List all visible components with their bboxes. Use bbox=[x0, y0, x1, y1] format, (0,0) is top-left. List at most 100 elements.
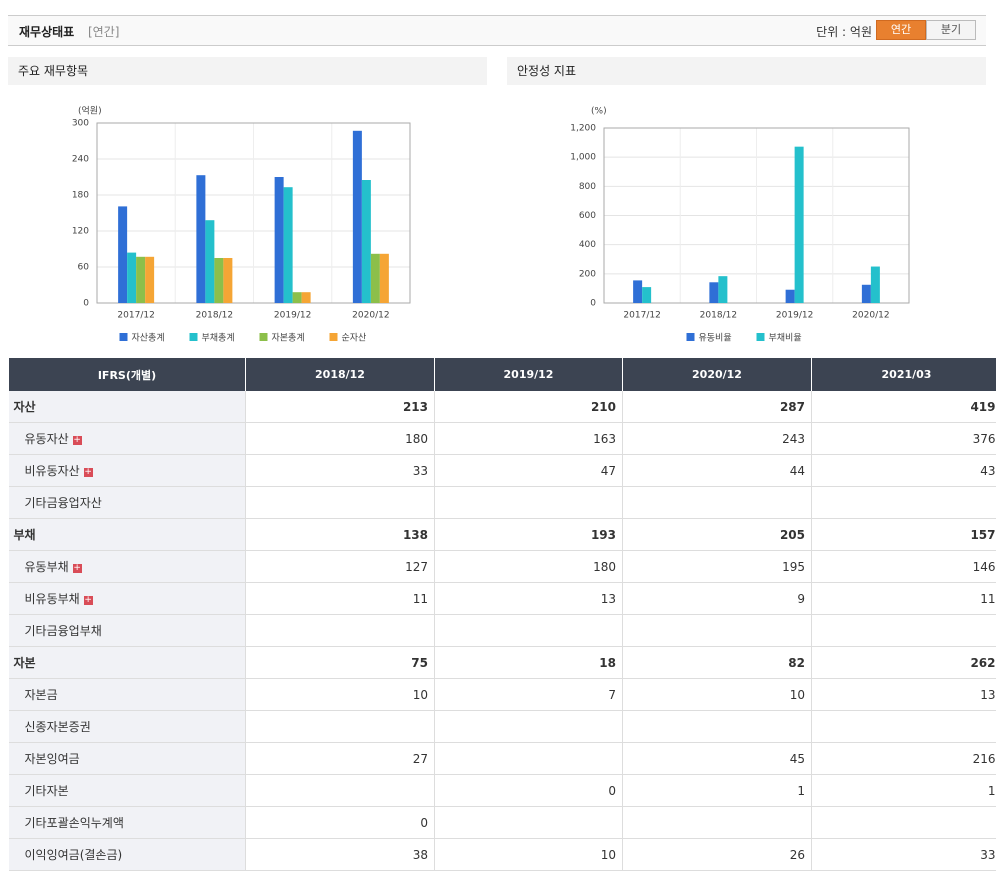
row-label-cell: 기타금융업부채 bbox=[9, 615, 246, 647]
x-tick-label: 2019/12 bbox=[274, 311, 311, 321]
value-cell: 82 bbox=[623, 647, 812, 679]
value-cell: 13 bbox=[435, 583, 623, 615]
bar bbox=[302, 292, 311, 303]
row-label: 이익잉여금(결손금) bbox=[25, 848, 123, 862]
table-row: 신종자본증권 bbox=[9, 711, 996, 743]
bar bbox=[223, 258, 232, 303]
y-tick-label: 240 bbox=[72, 155, 89, 165]
tab[interactable]: 분기 bbox=[926, 20, 976, 40]
cell-value: 11 bbox=[980, 592, 995, 606]
bar bbox=[718, 276, 727, 303]
y-tick-label: 1,200 bbox=[570, 124, 596, 134]
bar bbox=[786, 290, 795, 303]
value-cell bbox=[812, 615, 996, 647]
value-cell: 7 bbox=[435, 679, 623, 711]
cell-value: 10 bbox=[790, 688, 805, 702]
value-cell: 180 bbox=[435, 551, 623, 583]
legend-label: 유동비율 bbox=[699, 333, 732, 344]
legend-label: 자본총계 bbox=[272, 332, 305, 344]
x-tick-label: 2020/12 bbox=[352, 311, 389, 321]
row-label-cell: 비유동자산+ bbox=[9, 455, 246, 487]
legend-swatch bbox=[757, 333, 765, 341]
cell-value: 0 bbox=[608, 784, 616, 798]
y-tick-label: 200 bbox=[579, 269, 596, 279]
value-cell bbox=[812, 487, 996, 519]
x-tick-label: 2020/12 bbox=[852, 311, 889, 321]
y-tick-label: 600 bbox=[579, 211, 596, 221]
value-cell: 216 bbox=[812, 743, 996, 775]
value-cell bbox=[435, 807, 623, 839]
bar bbox=[275, 177, 284, 303]
bar bbox=[871, 267, 880, 303]
row-label: 자산 bbox=[14, 400, 36, 414]
expand-button[interactable]: + bbox=[73, 436, 82, 445]
x-tick-label: 2018/12 bbox=[196, 311, 233, 321]
row-label: 신종자본증권 bbox=[25, 720, 91, 734]
legend-label: 순자산 bbox=[342, 333, 367, 344]
value-cell bbox=[623, 615, 812, 647]
period: [연간] bbox=[88, 23, 119, 40]
cell-value: 9 bbox=[797, 592, 805, 606]
y-tick-label: 300 bbox=[72, 119, 89, 129]
expand-button[interactable]: + bbox=[84, 596, 93, 605]
expand-button[interactable]: + bbox=[73, 564, 82, 573]
cell-value: 43 bbox=[980, 464, 995, 478]
column-header: 2020/12 bbox=[623, 358, 812, 391]
expand-button[interactable]: + bbox=[84, 468, 93, 477]
cell-value: 262 bbox=[970, 656, 995, 670]
row-label: 기타금융업자산 bbox=[25, 496, 102, 510]
value-cell: 180 bbox=[246, 423, 435, 455]
bar bbox=[642, 287, 651, 303]
cell-value: 157 bbox=[970, 528, 995, 542]
bar bbox=[353, 131, 362, 303]
value-cell bbox=[435, 615, 623, 647]
value-cell: 13 bbox=[812, 679, 996, 711]
tab[interactable]: 연간 bbox=[876, 20, 926, 40]
column-header: 2018/12 bbox=[246, 358, 435, 391]
bar bbox=[293, 292, 302, 303]
cell-value: 47 bbox=[601, 464, 616, 478]
cell-value: 27 bbox=[413, 752, 428, 766]
value-cell: 18 bbox=[435, 647, 623, 679]
legend-label: 부채총계 bbox=[202, 332, 235, 344]
bar bbox=[145, 257, 154, 303]
bar bbox=[214, 258, 223, 303]
cell-value: 287 bbox=[780, 400, 805, 414]
cell-value: 205 bbox=[780, 528, 805, 542]
cell-value: 195 bbox=[782, 560, 805, 574]
cell-value: 180 bbox=[593, 560, 616, 574]
row-label: 기타포괄손익누계액 bbox=[25, 816, 124, 830]
legend-swatch bbox=[687, 333, 695, 341]
cell-value: 82 bbox=[788, 656, 805, 670]
value-cell: 193 bbox=[435, 519, 623, 551]
cell-value: 10 bbox=[601, 848, 616, 862]
cell-value: 138 bbox=[403, 528, 428, 542]
value-cell: 138 bbox=[246, 519, 435, 551]
value-cell: 45 bbox=[623, 743, 812, 775]
y-tick-label: 180 bbox=[72, 191, 89, 201]
legend-swatch bbox=[120, 333, 128, 341]
cell-value: 210 bbox=[591, 400, 616, 414]
value-cell: 9 bbox=[623, 583, 812, 615]
x-tick-label: 2019/12 bbox=[776, 311, 813, 321]
row-label-cell: 자산 bbox=[9, 391, 246, 423]
cell-value: 33 bbox=[413, 464, 428, 478]
legend-label: 부채비율 bbox=[769, 333, 802, 344]
cell-value: 213 bbox=[403, 400, 428, 414]
cell-value: 44 bbox=[790, 464, 805, 478]
value-cell bbox=[435, 711, 623, 743]
value-cell bbox=[246, 487, 435, 519]
x-tick-label: 2018/12 bbox=[700, 311, 737, 321]
table-row: 기타금융업자산 bbox=[9, 487, 996, 519]
panel-title: 안정성 지표 bbox=[507, 57, 986, 85]
value-cell: 33 bbox=[246, 455, 435, 487]
